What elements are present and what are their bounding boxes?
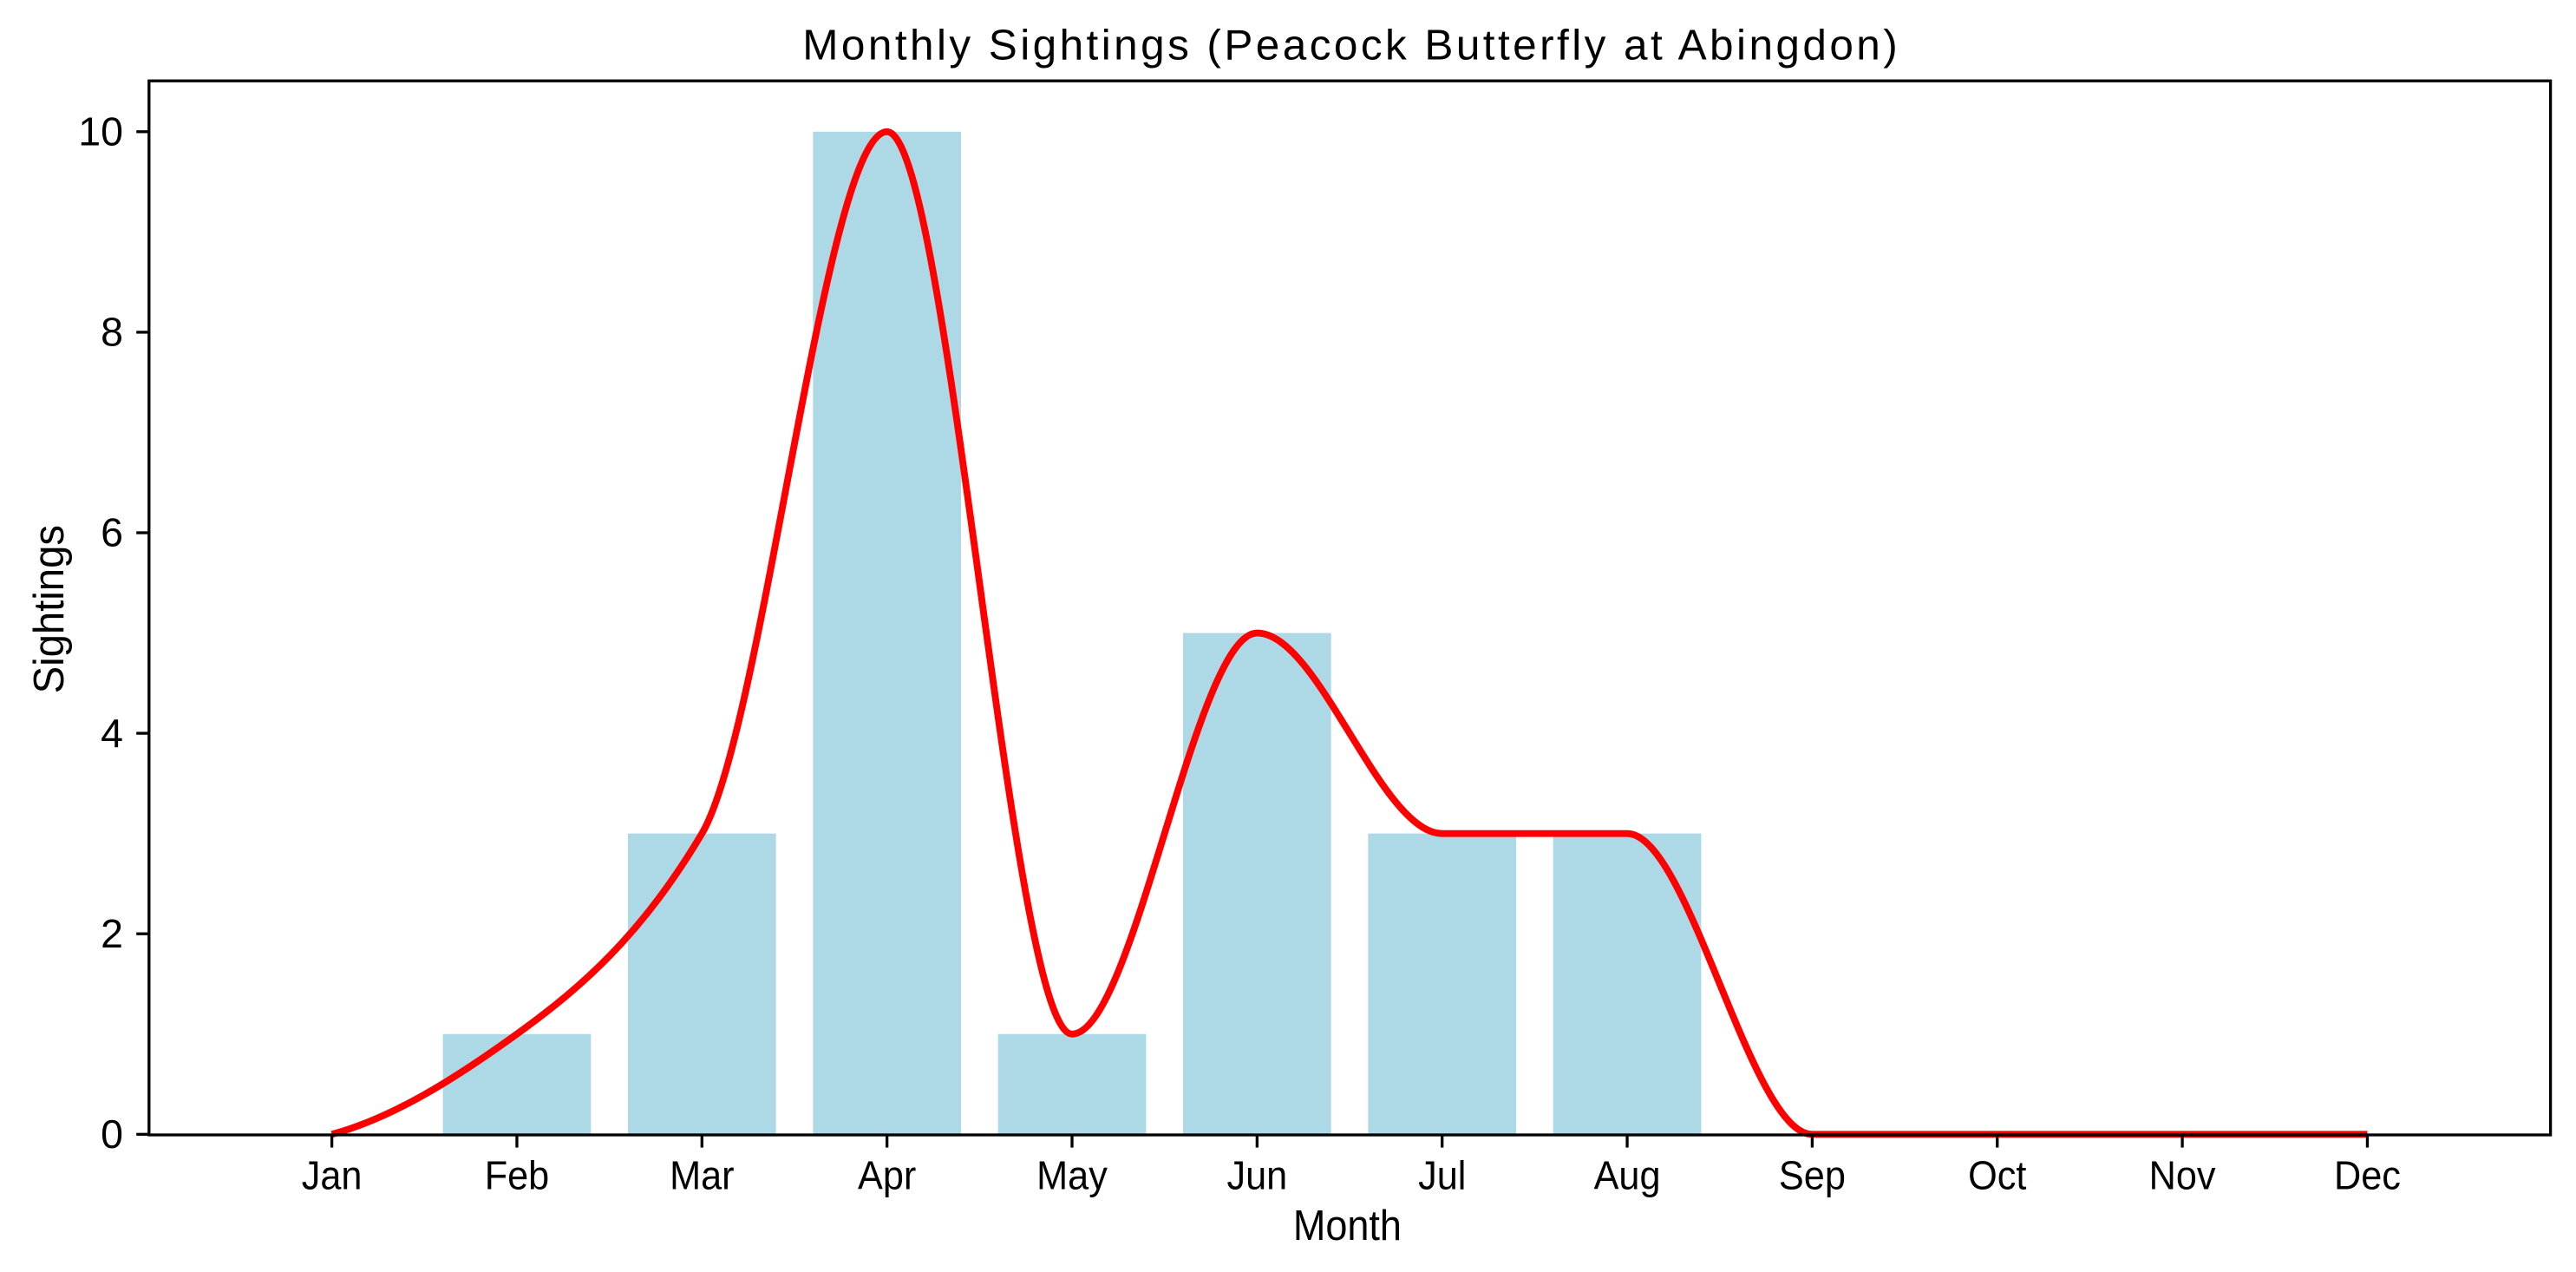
svg-text:Month: Month — [1293, 1202, 1402, 1249]
svg-text:4: 4 — [101, 711, 123, 756]
svg-text:Mar: Mar — [670, 1152, 735, 1198]
svg-text:10: 10 — [78, 109, 123, 154]
svg-text:May: May — [1036, 1152, 1108, 1198]
svg-text:6: 6 — [101, 510, 123, 555]
svg-text:Sightings: Sightings — [25, 525, 73, 693]
svg-text:0: 0 — [101, 1111, 123, 1157]
svg-text:Nov: Nov — [2149, 1152, 2216, 1198]
svg-text:2: 2 — [101, 911, 123, 956]
svg-text:Monthly Sightings (Peacock But: Monthly Sightings (Peacock Butterfly at … — [802, 21, 1900, 69]
svg-text:8: 8 — [101, 310, 123, 355]
svg-text:Oct: Oct — [1968, 1152, 2027, 1198]
svg-text:Feb: Feb — [485, 1152, 550, 1198]
svg-text:Apr: Apr — [858, 1152, 916, 1198]
svg-text:Jan: Jan — [302, 1152, 363, 1198]
svg-text:Sep: Sep — [1779, 1152, 1846, 1198]
svg-text:Aug: Aug — [1594, 1152, 1661, 1198]
svg-text:Jun: Jun — [1226, 1152, 1287, 1198]
svg-text:Dec: Dec — [2334, 1152, 2401, 1198]
svg-text:Jul: Jul — [1418, 1152, 1466, 1198]
